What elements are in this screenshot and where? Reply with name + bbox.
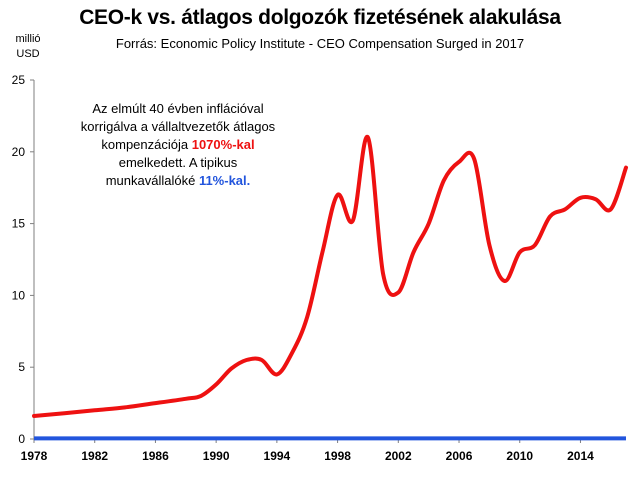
- y-tick-labels: 0 5 10 15 20 25: [12, 73, 26, 446]
- x-tick-label: 2006: [446, 449, 473, 463]
- x-tick-label: 1978: [21, 449, 48, 463]
- y-tick-label: 25: [12, 73, 26, 87]
- annotation-line1: Az elmúlt 40 évben inflációval: [92, 101, 264, 116]
- x-tick-labels: 1978 1982 1986 1990 1994 1998 2002 2006 2010 2014: [21, 449, 594, 463]
- y-axis-unit: millió USD: [8, 32, 48, 62]
- worker-growth-highlight: 11%-kal.: [198, 173, 251, 188]
- annotation-line3: kompenzációja 1070%-kal: [58, 136, 298, 154]
- ceo-pay-line: [32, 135, 628, 418]
- x-tick-label: 1998: [324, 449, 351, 463]
- y-axis-unit-line2: USD: [16, 48, 40, 60]
- x-tick-label: 2002: [385, 449, 412, 463]
- annotation-line2: korrigálva a vállaltvezetők átlagos: [80, 119, 276, 134]
- y-tick-label: 5: [18, 360, 25, 374]
- y-tick-label: 0: [18, 432, 25, 446]
- x-tick-label: 1986: [142, 449, 169, 463]
- x-tick-label: 1994: [264, 449, 291, 463]
- y-tick-label: 15: [12, 217, 26, 231]
- x-tick-label: 1982: [81, 449, 108, 463]
- y-tick-label: 20: [12, 145, 26, 159]
- annotation-line5-text: munkavállalóké: [105, 173, 199, 188]
- x-tick-label: 2014: [567, 449, 594, 463]
- x-tick-label: 1990: [203, 449, 230, 463]
- y-axis-unit-line1: millió: [15, 33, 41, 45]
- chart-annotation: Az elmúlt 40 évben inflációval korrigálv…: [58, 100, 298, 190]
- annotation-line4: emelkedett. A tipikus: [118, 155, 238, 170]
- annotation-line3-text: kompenzációja: [101, 137, 192, 152]
- ceo-growth-highlight: 1070%-kal: [191, 137, 255, 152]
- chart-series: [32, 135, 628, 441]
- y-tick-label: 10: [12, 288, 26, 302]
- chart-title: CEO-k vs. átlagos dolgozók fizetésének a…: [79, 6, 561, 29]
- annotation-line5: munkavállalóké 11%-kal.: [58, 172, 298, 190]
- chart-subtitle: Forrás: Economic Policy Institute - CEO …: [115, 36, 525, 51]
- x-tick-label: 2010: [506, 449, 533, 463]
